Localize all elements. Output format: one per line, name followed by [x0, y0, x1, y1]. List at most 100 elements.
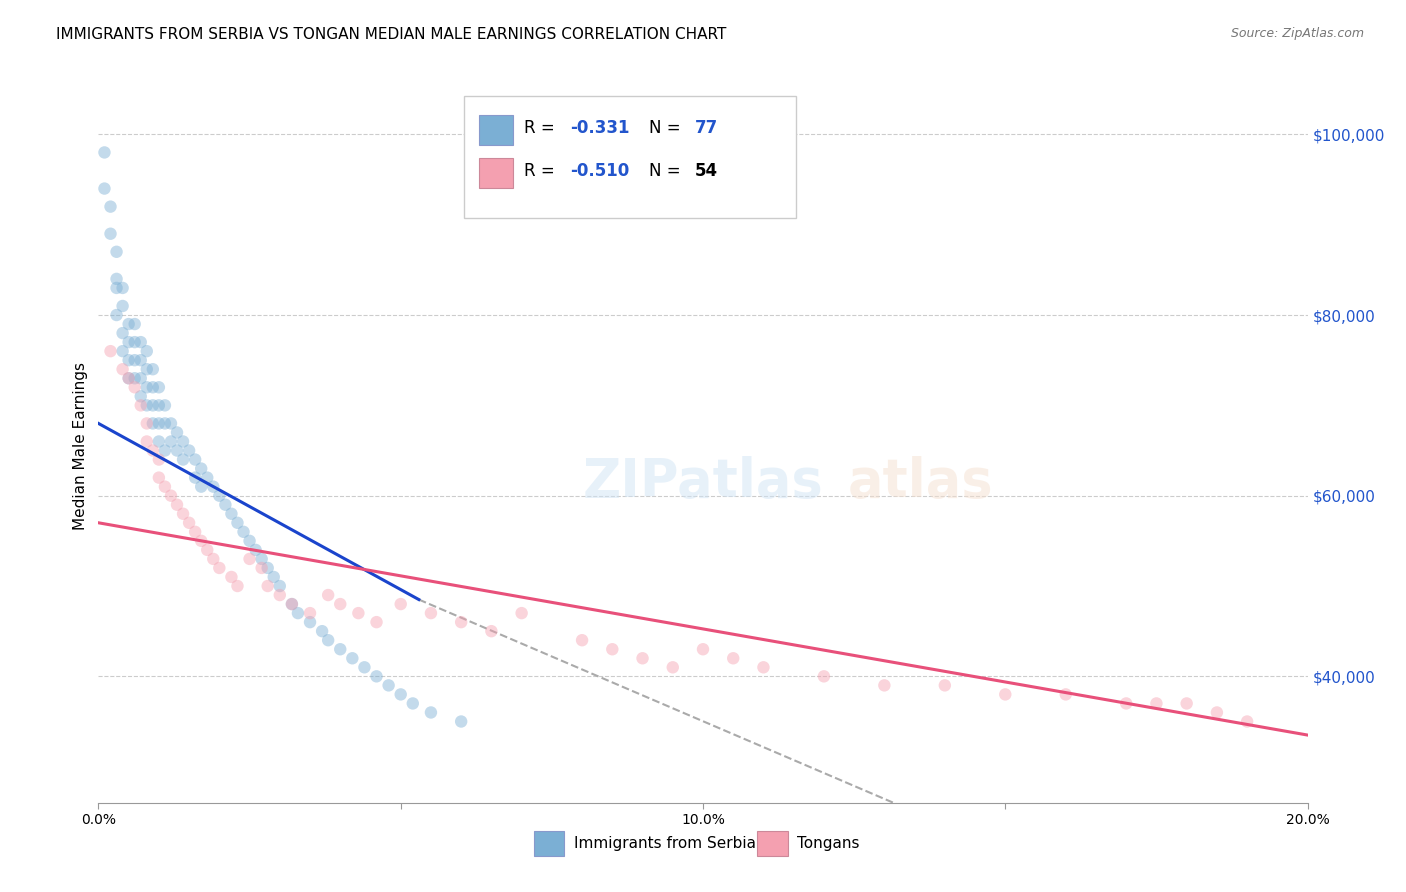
FancyBboxPatch shape [758, 830, 787, 856]
Point [366, 669, 388, 683]
Point [100, 344, 122, 359]
Point [118, 353, 141, 368]
Point [389, 597, 412, 611]
Point [179, 516, 201, 530]
Point [195, 470, 218, 484]
Point [129, 353, 152, 368]
Point [111, 281, 134, 295]
Point [124, 317, 146, 331]
FancyBboxPatch shape [479, 158, 513, 187]
Point [166, 425, 188, 440]
Point [1175, 697, 1198, 711]
Point [1236, 714, 1258, 729]
Text: Source: ZipAtlas.com: Source: ZipAtlas.com [1230, 27, 1364, 40]
Point [214, 498, 236, 512]
Point [934, 678, 956, 692]
Text: Immigrants from Serbia: Immigrants from Serbia [574, 836, 755, 851]
Point [752, 660, 775, 674]
Point [221, 570, 243, 584]
Point [100, 200, 122, 214]
Point [111, 362, 134, 376]
Point [129, 389, 152, 403]
Point [118, 317, 141, 331]
FancyBboxPatch shape [479, 115, 513, 145]
Point [250, 552, 273, 566]
Point [239, 552, 262, 566]
Point [93, 181, 115, 195]
Point [153, 443, 176, 458]
Point [281, 597, 304, 611]
Y-axis label: Median Male Earnings: Median Male Earnings [73, 362, 89, 530]
Point [172, 507, 194, 521]
Point [631, 651, 654, 665]
Point [402, 697, 425, 711]
Text: Tongans: Tongans [797, 836, 860, 851]
Text: IMMIGRANTS FROM SERBIA VS TONGAN MEDIAN MALE EARNINGS CORRELATION CHART: IMMIGRANTS FROM SERBIA VS TONGAN MEDIAN … [56, 27, 727, 42]
Point [316, 633, 339, 648]
Point [111, 326, 134, 340]
Point [166, 443, 188, 458]
Point [481, 624, 503, 639]
Point [263, 570, 285, 584]
Text: atlas: atlas [848, 456, 994, 508]
Text: R =: R = [524, 162, 560, 180]
Point [602, 642, 624, 657]
Point [208, 561, 231, 575]
Point [202, 552, 225, 566]
Point [142, 362, 165, 376]
Point [250, 561, 273, 575]
Point [184, 452, 207, 467]
Point [420, 606, 443, 620]
Text: -0.510: -0.510 [569, 162, 630, 180]
Point [347, 606, 370, 620]
Point [148, 417, 170, 431]
Point [172, 434, 194, 449]
Point [510, 606, 533, 620]
Point [124, 371, 146, 385]
Point [190, 533, 212, 548]
Point [420, 706, 443, 720]
Point [256, 579, 278, 593]
Point [1054, 687, 1077, 701]
Point [111, 299, 134, 313]
Point [153, 398, 176, 412]
Point [124, 335, 146, 350]
Point [129, 335, 152, 350]
Point [142, 398, 165, 412]
Point [160, 489, 183, 503]
FancyBboxPatch shape [534, 830, 564, 856]
Point [153, 480, 176, 494]
Point [269, 588, 291, 602]
Point [105, 272, 128, 286]
Point [239, 533, 262, 548]
Point [226, 516, 249, 530]
Text: N =: N = [648, 120, 686, 137]
Point [148, 470, 170, 484]
Point [353, 660, 375, 674]
Point [202, 480, 225, 494]
Point [100, 227, 122, 241]
Point [135, 417, 157, 431]
Point [160, 417, 183, 431]
Point [148, 380, 170, 394]
Point [142, 380, 165, 394]
Point [129, 371, 152, 385]
Point [190, 480, 212, 494]
Point [450, 714, 472, 729]
Point [135, 434, 157, 449]
Point [723, 651, 745, 665]
FancyBboxPatch shape [464, 96, 796, 218]
Point [661, 660, 683, 674]
Point [1115, 697, 1137, 711]
Point [329, 642, 352, 657]
Point [166, 498, 188, 512]
Point [287, 606, 309, 620]
Point [135, 380, 157, 394]
Point [148, 434, 170, 449]
Point [226, 579, 249, 593]
Text: N =: N = [648, 162, 686, 180]
Point [256, 561, 278, 575]
Text: ZIPatlas: ZIPatlas [582, 456, 824, 508]
Point [118, 371, 141, 385]
Point [124, 353, 146, 368]
